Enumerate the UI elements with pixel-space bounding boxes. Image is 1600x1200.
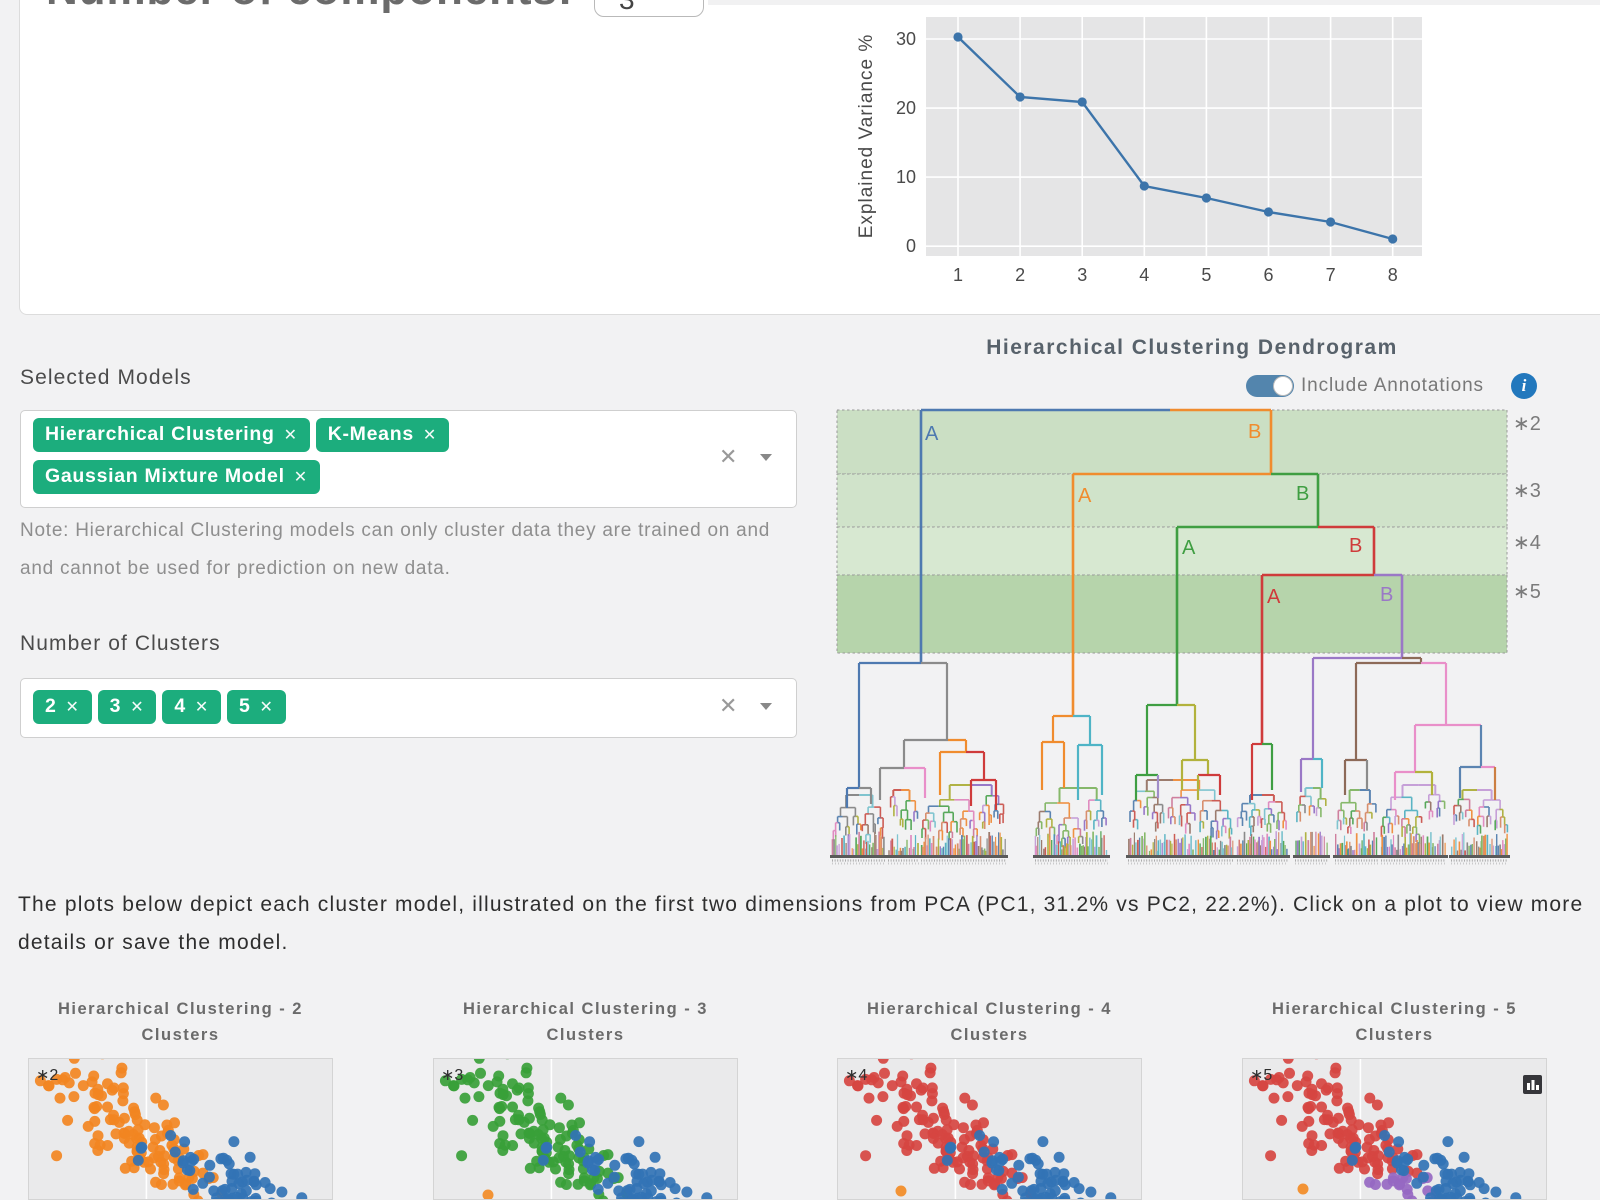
svg-text:∗5: ∗5 [1513, 581, 1541, 603]
svg-text:A: A [1078, 485, 1092, 507]
svg-text:4: 4 [1139, 265, 1149, 285]
svg-text:3: 3 [1077, 265, 1087, 285]
svg-text:1: 1 [953, 265, 963, 285]
svg-text:7: 7 [1326, 265, 1336, 285]
svg-text:8: 8 [1388, 265, 1398, 285]
svg-text:20: 20 [896, 98, 916, 118]
svg-text:Explained Variance %: Explained Variance % [856, 34, 877, 238]
svg-text:30: 30 [896, 29, 916, 49]
svg-text:B: B [1380, 584, 1393, 606]
svg-text:10: 10 [896, 167, 916, 187]
svg-text:2: 2 [1015, 265, 1025, 285]
svg-text:∗2: ∗2 [1513, 413, 1541, 435]
svg-text:B: B [1296, 483, 1309, 505]
svg-text:A: A [925, 423, 939, 445]
svg-text:0: 0 [906, 236, 916, 256]
svg-text:6: 6 [1263, 265, 1273, 285]
svg-text:A: A [1182, 537, 1196, 559]
svg-text:5: 5 [1201, 265, 1211, 285]
svg-text:A: A [1267, 586, 1281, 608]
svg-text:∗3: ∗3 [1513, 480, 1541, 502]
svg-text:B: B [1248, 421, 1261, 443]
svg-text:∗4: ∗4 [1513, 532, 1541, 554]
svg-text:B: B [1349, 535, 1362, 557]
